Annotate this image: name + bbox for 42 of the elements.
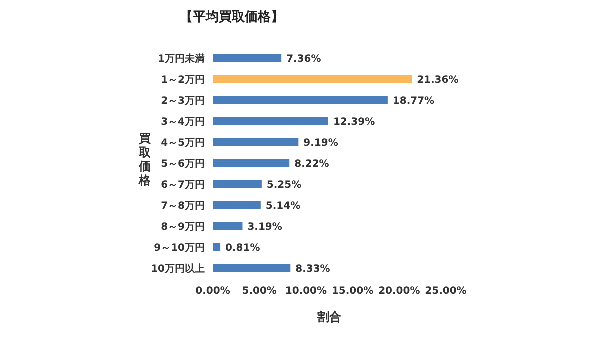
y-tick-label: 7～8万円 xyxy=(161,201,205,212)
y-tick-label: 10万円以上 xyxy=(151,263,205,276)
y-tick-label: 9～10万円 xyxy=(154,243,205,254)
data-label: 0.81% xyxy=(226,242,260,254)
data-label: 5.25% xyxy=(266,180,302,191)
data-label: 3.19% xyxy=(248,222,282,233)
bar xyxy=(213,201,261,210)
bar xyxy=(213,159,290,168)
y-tick-label: 6～7万円 xyxy=(161,180,205,192)
data-label: 12.39% xyxy=(333,116,376,128)
bar xyxy=(213,54,282,62)
data-label: 5.14% xyxy=(266,200,301,212)
y-tick-label: 4～5万円 xyxy=(161,138,205,150)
bar xyxy=(213,222,243,230)
data-label: 9.19% xyxy=(304,138,338,149)
x-axis-title: 割合 xyxy=(316,310,342,324)
x-tick-label: 20.00% xyxy=(378,286,420,298)
data-label: 18.77% xyxy=(392,96,435,107)
chart-title: 【平均買取価格】 xyxy=(180,9,284,26)
bar xyxy=(213,138,299,146)
y-tick-label: 1万円未満 xyxy=(158,53,205,66)
y-tick-label: 5～6万円 xyxy=(161,159,205,170)
bar xyxy=(213,180,262,188)
y-axis-title: 買取価格 xyxy=(138,132,152,188)
data-label: 7.36% xyxy=(286,54,322,65)
x-tick-label: 25.00% xyxy=(425,286,467,298)
bar xyxy=(213,264,291,272)
bar xyxy=(213,243,221,252)
bar xyxy=(213,96,388,104)
x-tick-label: 10.00% xyxy=(285,286,328,298)
y-tick-label: 1～2万円 xyxy=(161,75,205,86)
x-tick-label: 0.00% xyxy=(196,286,230,298)
data-label: 21.36% xyxy=(417,74,459,86)
y-tick-label: 8～9万円 xyxy=(161,222,205,234)
data-label: 8.33% xyxy=(296,264,330,275)
x-tick-label: 5.00% xyxy=(242,286,277,298)
bar xyxy=(213,117,328,126)
bar xyxy=(213,75,412,84)
x-tick-label: 15.00% xyxy=(332,286,374,298)
y-tick-label: 2～3万円 xyxy=(161,96,205,108)
data-label: 8.22% xyxy=(294,158,330,170)
y-tick-label: 3～4万円 xyxy=(161,117,205,128)
